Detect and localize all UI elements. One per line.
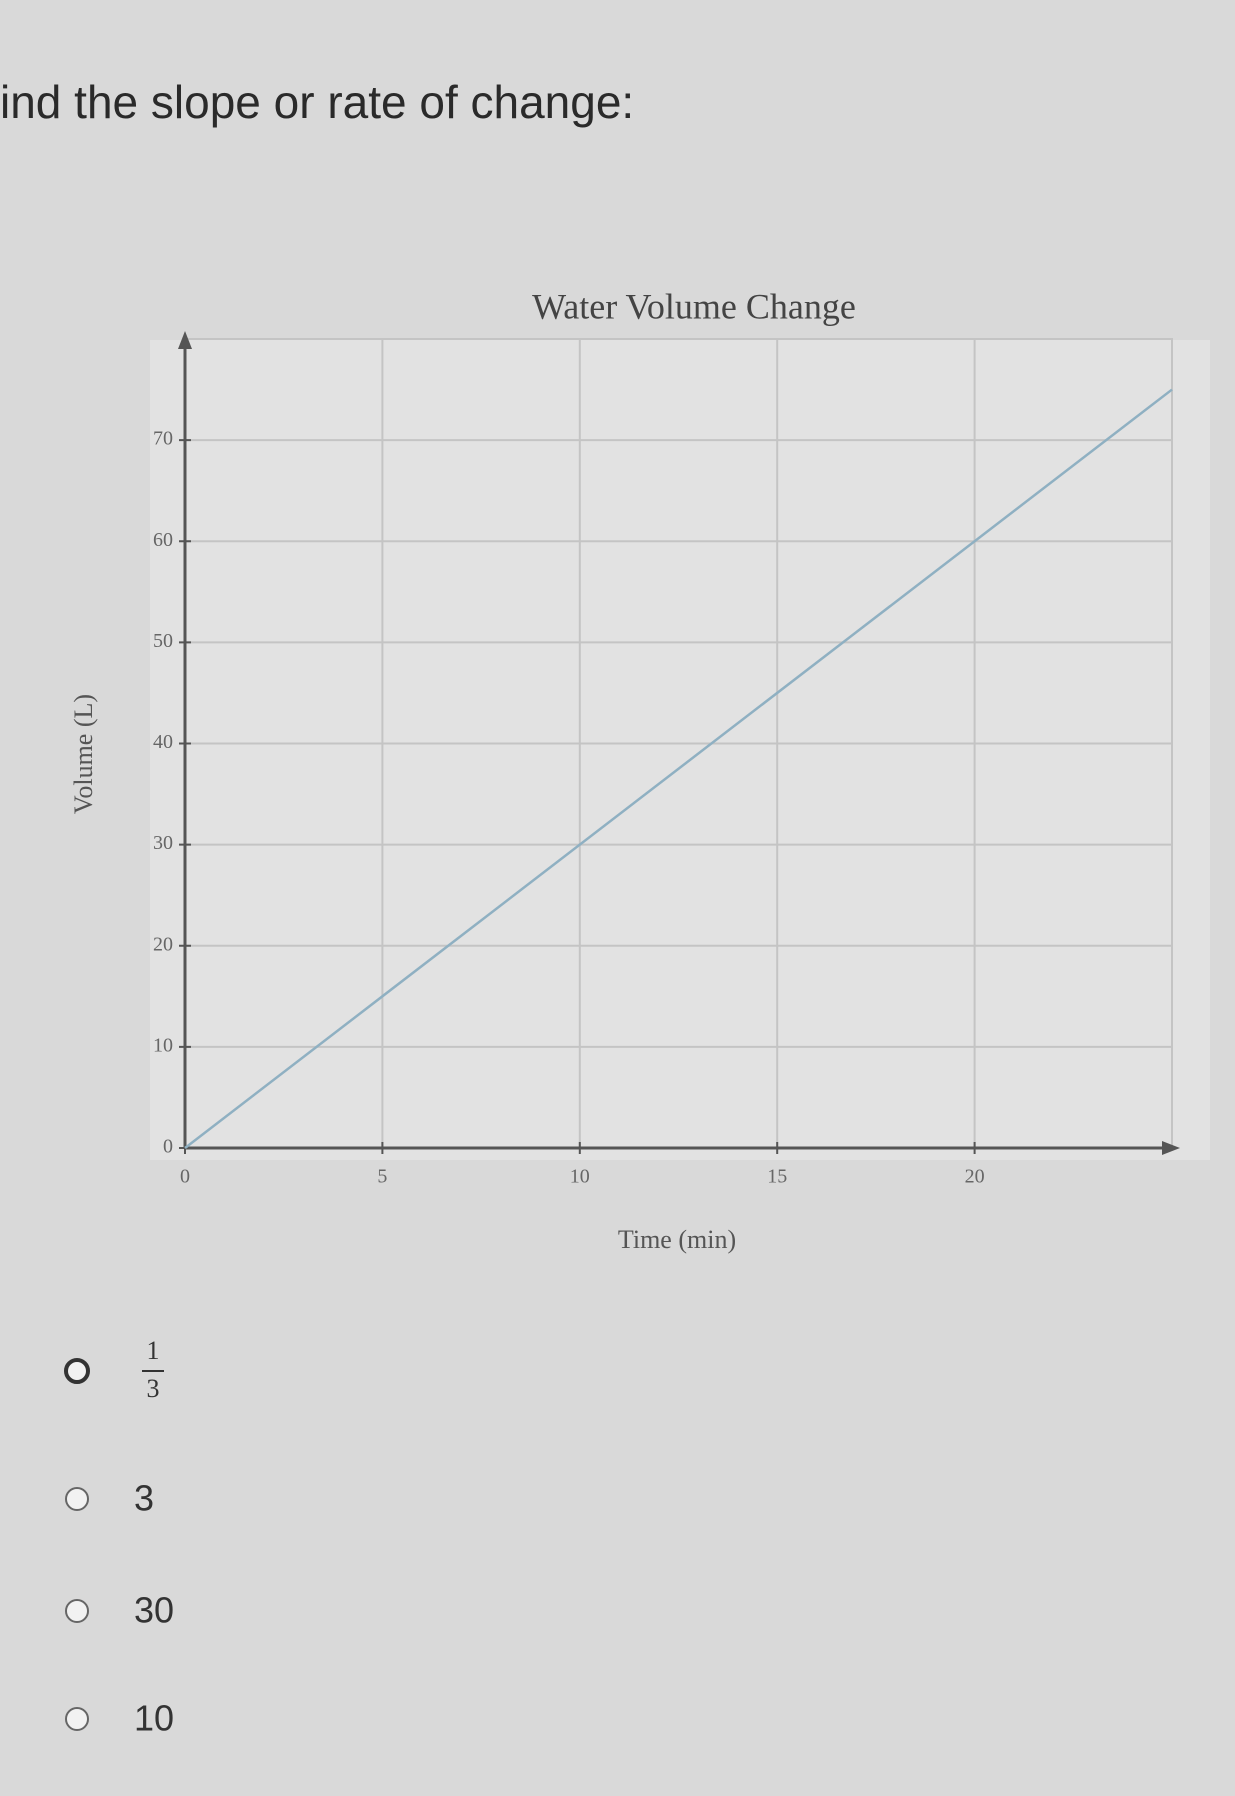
x-tick-label: 5 [377,1166,387,1188]
y-arrow [178,331,192,349]
radio-button[interactable] [65,1707,89,1731]
x-tick-label: 10 [570,1166,590,1188]
x-tick-label: 20 [965,1166,985,1188]
radio-button[interactable] [64,1358,90,1384]
option-denominator[interactable]: 3 [147,1374,160,1403]
x-tick-label: 15 [767,1166,787,1188]
y-tick-label: 0 [163,1136,173,1158]
x-arrow [1162,1141,1180,1155]
x-axis-label: Time (min) [618,1225,736,1254]
data-line [184,388,1173,1149]
y-tick-label: 60 [153,529,173,551]
radio-button[interactable] [65,1487,89,1511]
option-label[interactable]: 3 [134,1478,154,1519]
option-label[interactable]: 10 [134,1698,174,1739]
question: ind the slope or rate of change: [0,76,634,128]
y-tick-label: 70 [153,428,173,450]
y-tick-label: 30 [153,832,173,854]
option-label[interactable]: 30 [134,1590,174,1631]
x-tick-label: 0 [180,1166,190,1188]
y-tick-label: 50 [153,630,173,652]
chart-area [150,340,1210,1160]
y-axis-label: Volume (L) [69,694,98,814]
y-tick-label: 10 [153,1034,173,1056]
plot: 0 5 10 15 20 0 10 20 30 40 50 60 70 [153,331,1180,1188]
y-tick-label: 40 [153,731,173,753]
y-tick-label: 20 [153,933,173,955]
options: 1 3 3 30 10 [64,1336,174,1739]
option-numerator[interactable]: 1 [147,1336,160,1365]
chart-title: Water Volume Change [532,286,856,326]
radio-button[interactable] [65,1599,89,1623]
